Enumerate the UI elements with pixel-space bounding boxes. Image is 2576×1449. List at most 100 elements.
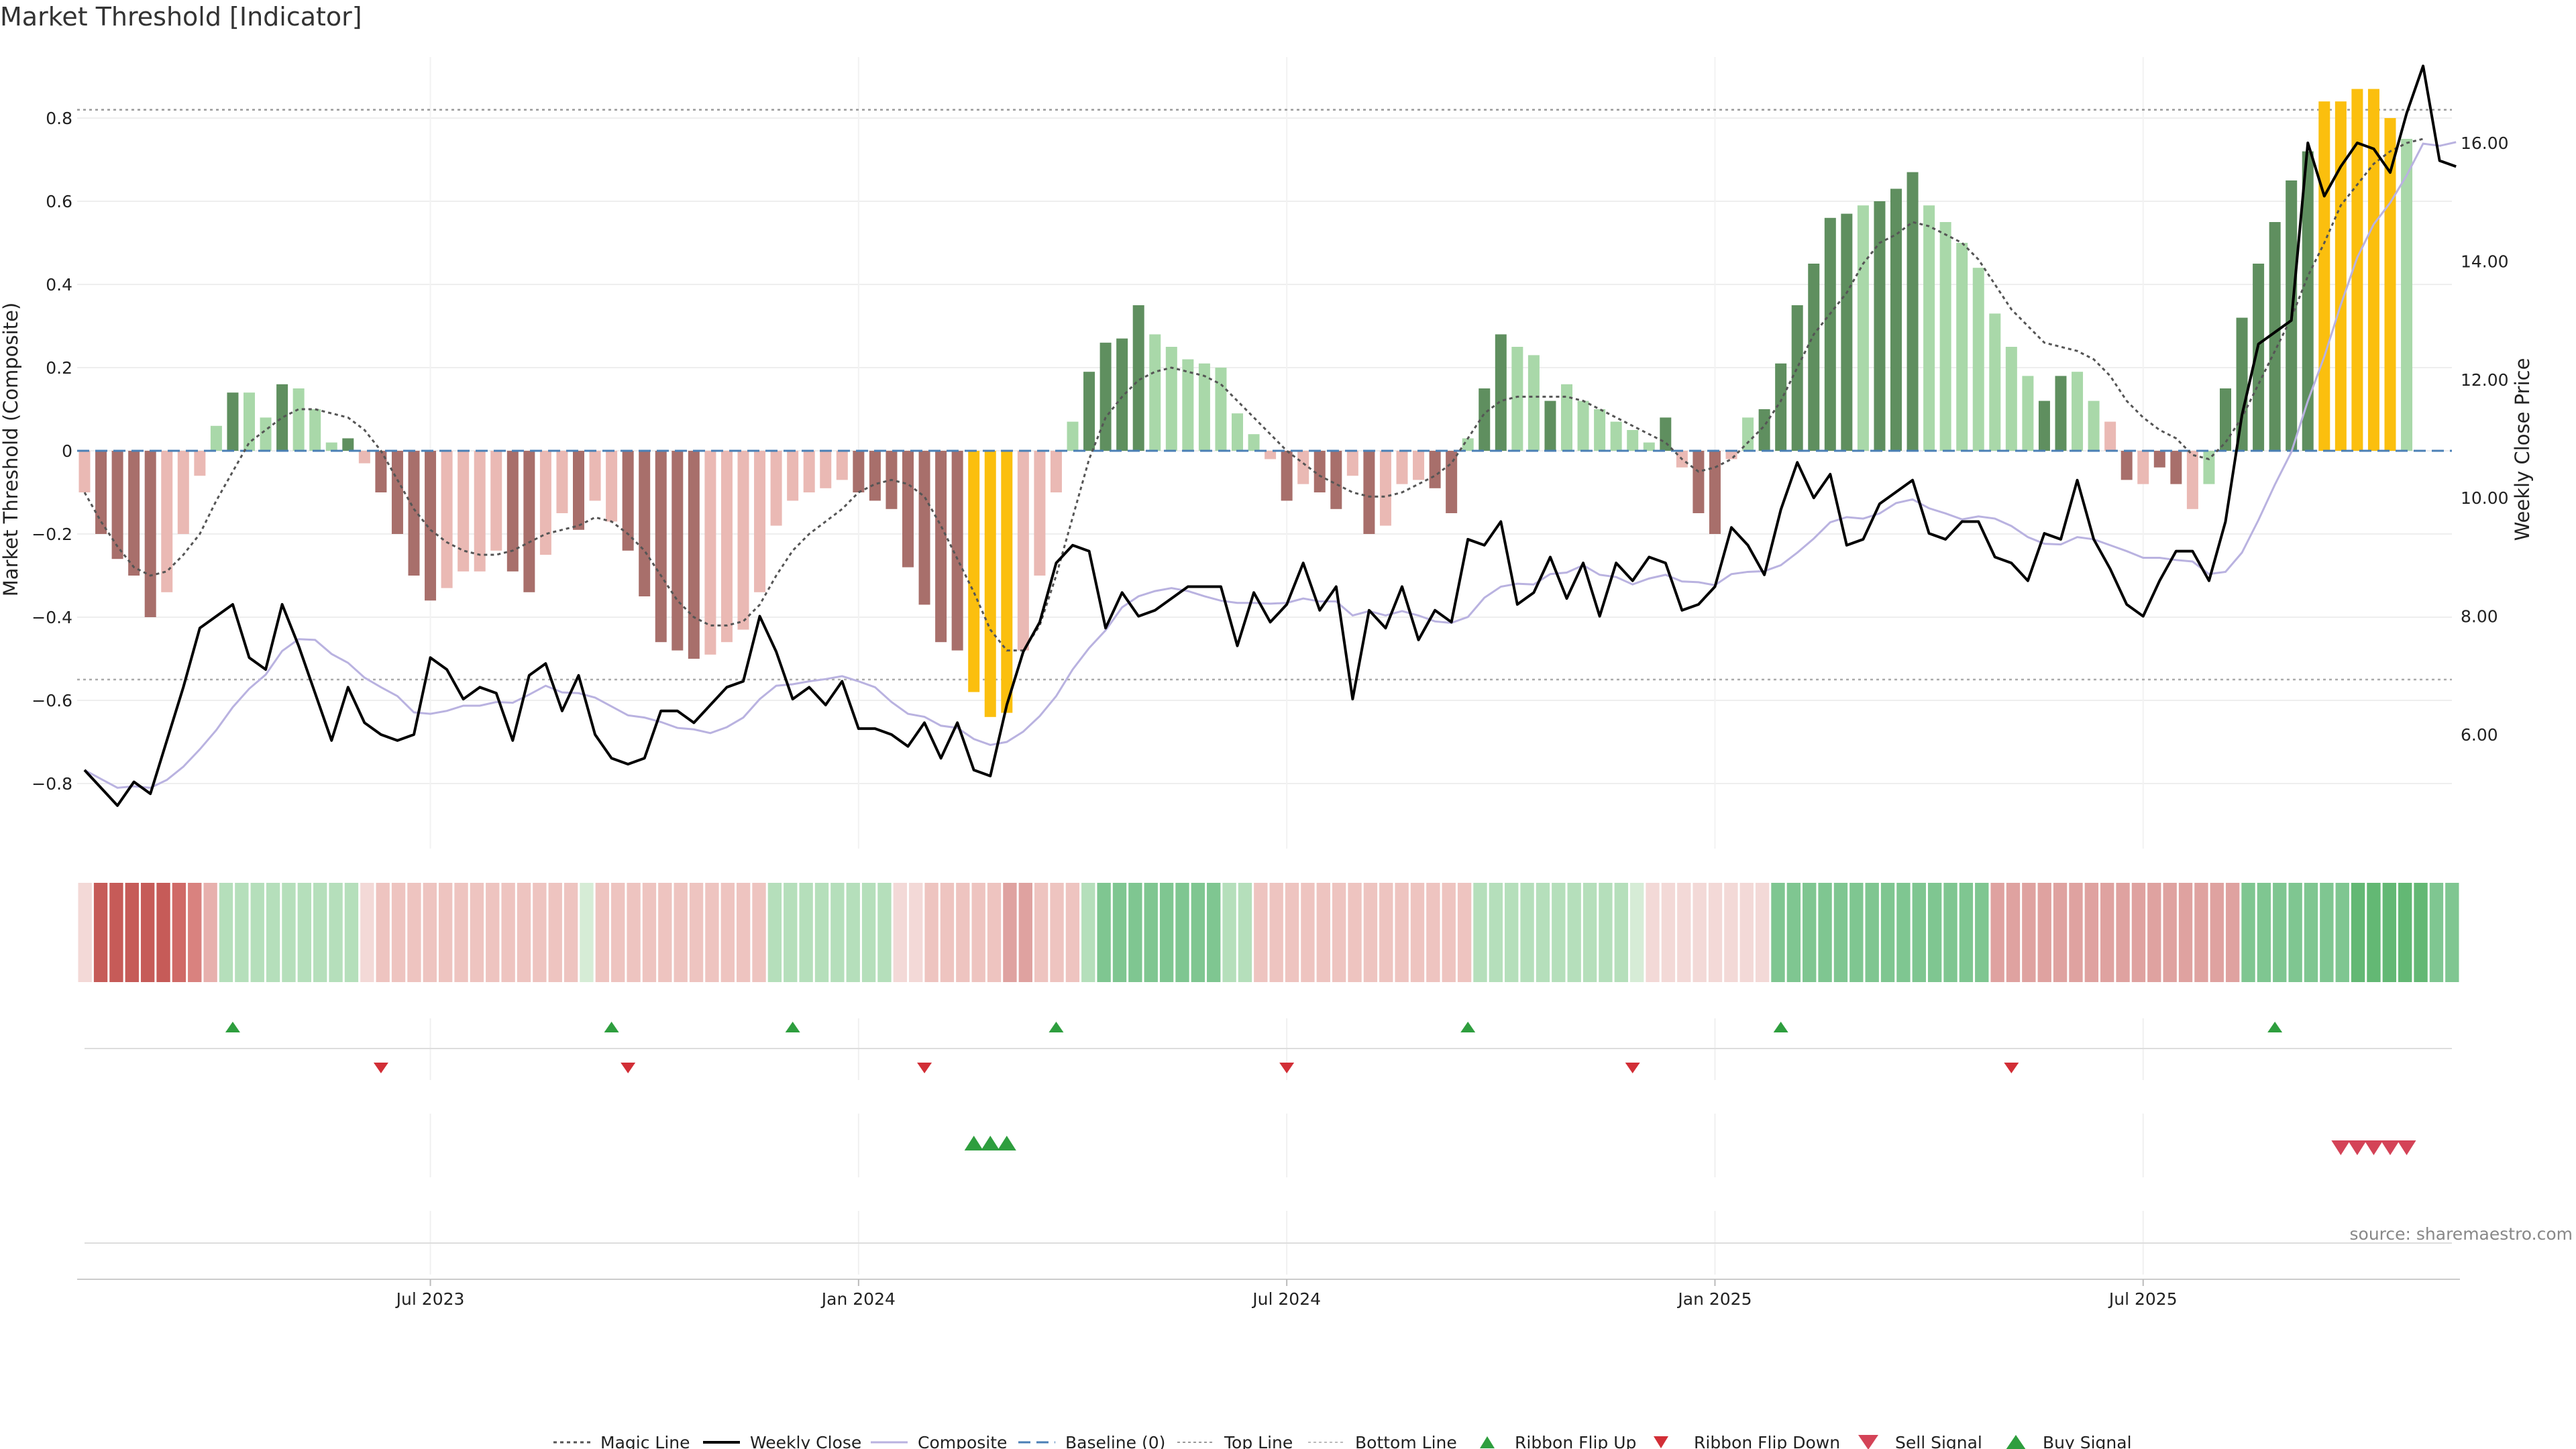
magic-line xyxy=(83,138,2424,652)
composite-bar xyxy=(1297,451,1309,484)
ribbon-cell xyxy=(689,883,704,982)
ribbon-cell xyxy=(2257,883,2271,982)
ribbon-cell xyxy=(658,883,672,982)
composite-bar xyxy=(1050,451,1062,492)
composite-bar xyxy=(458,451,470,572)
weekly-close-line xyxy=(83,64,2457,807)
ribbon-cell xyxy=(1943,883,1957,982)
ribbon-cell xyxy=(1050,883,1064,982)
ribbon-cell xyxy=(1552,883,1566,982)
ribbon-cell xyxy=(1254,883,1268,982)
ribbon-cell xyxy=(1582,883,1597,982)
ribbon-flip-down-marker xyxy=(917,1063,932,1073)
y-tick-label: 0.8 xyxy=(46,109,72,128)
composite-bar xyxy=(1001,451,1013,713)
composite-bar xyxy=(1495,334,1507,451)
ribbon-cell xyxy=(1191,883,1205,982)
ribbon-flip-up-marker xyxy=(1773,1022,1788,1032)
composite-bar xyxy=(1610,421,1622,451)
ribbon-cell xyxy=(611,883,625,982)
ribbon-cell xyxy=(1128,883,1142,982)
ribbon-cell xyxy=(2414,883,2428,982)
composite-bar xyxy=(1857,205,1869,451)
buy-signal-marker xyxy=(964,1136,983,1150)
composite-bar xyxy=(342,438,354,451)
ribbon-cell xyxy=(109,883,123,982)
triangle-down-icon xyxy=(1654,1436,1668,1448)
ribbon-cell xyxy=(1614,883,1628,982)
composite-bar xyxy=(1824,217,1836,451)
composite-bar xyxy=(1939,222,1951,451)
ribbon-cell xyxy=(454,883,468,982)
ribbon-cell xyxy=(2116,883,2130,982)
composite-bar xyxy=(408,451,420,576)
composite-bar xyxy=(523,451,535,592)
composite-bar xyxy=(2367,89,2379,451)
composite-bar xyxy=(1446,451,1458,513)
ribbon-cell xyxy=(2429,883,2444,982)
ribbon-cell xyxy=(1693,883,1707,982)
composite-bar xyxy=(2384,118,2396,451)
ribbon-cell xyxy=(125,883,139,982)
composite-bar xyxy=(1841,213,1853,451)
x-tick-label: Jul 2024 xyxy=(1251,1289,1321,1309)
ribbon-cell xyxy=(2131,883,2146,982)
legend-label: Buy Signal xyxy=(2043,1433,2132,1449)
composite-bar xyxy=(1346,451,1358,476)
ribbon-cell xyxy=(2367,883,2381,982)
ribbon-cell xyxy=(2147,883,2161,982)
composite-bar xyxy=(639,451,651,596)
ribbon-cell xyxy=(1034,883,1049,982)
source-label: source: sharemaestro.com xyxy=(2350,1224,2573,1244)
ribbon-cell xyxy=(1786,883,1801,982)
ribbon-cell xyxy=(266,883,280,982)
legend-item-weekly-close: Weekly Close xyxy=(703,1433,861,1449)
ribbon-cell xyxy=(893,883,908,982)
ribbon-cell xyxy=(1395,883,1409,982)
composite-bar xyxy=(704,451,716,655)
legend-item-magic-line: Magic Line xyxy=(553,1433,690,1449)
composite-bar xyxy=(1511,347,1523,451)
ribbon-cell xyxy=(627,883,641,982)
ribbon-cell xyxy=(250,883,264,982)
ribbon-cell xyxy=(784,883,798,982)
composite-bar xyxy=(622,451,634,551)
ribbon-cell xyxy=(2445,883,2459,982)
composite-bar xyxy=(573,451,584,530)
ribbon-cell xyxy=(1959,883,1974,982)
composite-bar xyxy=(820,451,832,488)
ribbon-cell xyxy=(674,883,688,982)
ribbon-flip-up-marker xyxy=(2267,1022,2283,1032)
composite-bar xyxy=(2170,451,2182,484)
ribbon-cell xyxy=(720,883,735,982)
ribbon-cell xyxy=(172,883,186,982)
composite-bar xyxy=(391,451,403,534)
ribbon-cell xyxy=(1849,883,1864,982)
composite-bar xyxy=(292,388,305,451)
composite-bar xyxy=(606,451,618,522)
composite-bar xyxy=(490,451,502,551)
composite-bar xyxy=(95,451,107,534)
composite-bar xyxy=(2088,400,2100,451)
composite-bar xyxy=(1198,363,1210,451)
composite-bar xyxy=(853,451,865,492)
legend-label: Composite xyxy=(918,1433,1007,1449)
composite-bar xyxy=(1149,334,1161,451)
composite-bar xyxy=(672,451,684,651)
composite-bar xyxy=(2236,317,2248,451)
ribbon-cell xyxy=(2022,883,2036,982)
composite-bar xyxy=(1758,409,1770,451)
ribbon-cell xyxy=(2178,883,2193,982)
ribbon-cell xyxy=(1003,883,1017,982)
ribbon-cell xyxy=(1301,883,1315,982)
legend-label: Sell Signal xyxy=(1895,1433,1982,1449)
ribbon-cell xyxy=(1520,883,1534,982)
ribbon-cell xyxy=(642,883,657,982)
composite-bar xyxy=(375,451,387,492)
composite-bar xyxy=(1017,451,1029,651)
sell-signal-marker xyxy=(2381,1140,2400,1155)
left-y-axis: −0.8 −0.6 −0.4 −0.2 0 0.2 0.4 0.6 0.8 xyxy=(32,109,72,794)
composite-bar xyxy=(968,451,980,692)
composite-bar xyxy=(1972,268,1984,451)
ribbon-cell xyxy=(188,883,202,982)
